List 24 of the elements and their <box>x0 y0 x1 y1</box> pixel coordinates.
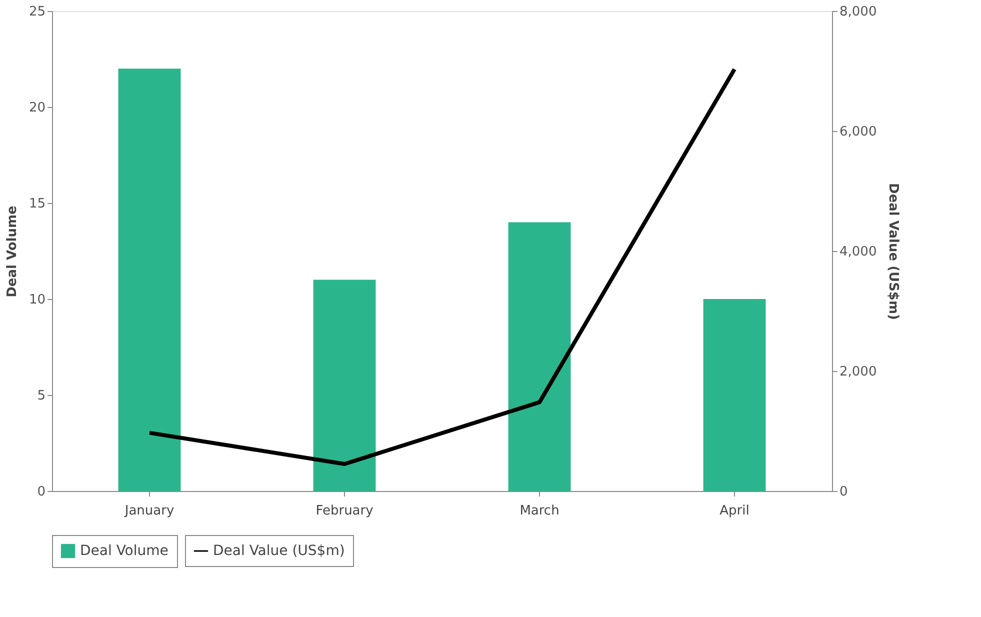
bar <box>703 299 766 491</box>
y-tick-label: 20 <box>28 100 46 116</box>
y-tick-label: 0 <box>37 484 46 500</box>
y2-tick-label: 8,000 <box>840 4 877 20</box>
bar <box>313 280 376 491</box>
x-tick-label: February <box>316 504 374 518</box>
bar <box>508 222 571 491</box>
legend-label: Deal Value (US$m) <box>213 543 345 559</box>
bar <box>118 68 181 491</box>
legend-label: Deal Volume <box>80 543 168 559</box>
y2-tick-label: 6,000 <box>840 124 877 140</box>
y-axis-title: Deal Volume <box>4 205 20 298</box>
y-tick-label: 5 <box>37 388 46 404</box>
y-tick-label: 10 <box>28 292 46 308</box>
x-tick-label: January <box>124 504 174 518</box>
x-tick-label: March <box>520 504 560 518</box>
y2-tick-label: 4,000 <box>840 244 877 260</box>
x-tick-label: April <box>720 504 750 518</box>
y2-tick-label: 0 <box>840 484 848 500</box>
line-series <box>148 67 736 466</box>
y2-tick-label: 2,000 <box>840 364 877 380</box>
y-tick-label: 15 <box>28 196 46 212</box>
y2-axis-title: Deal Value (US$m) <box>886 183 901 320</box>
y-tick-label: 25 <box>28 4 46 20</box>
